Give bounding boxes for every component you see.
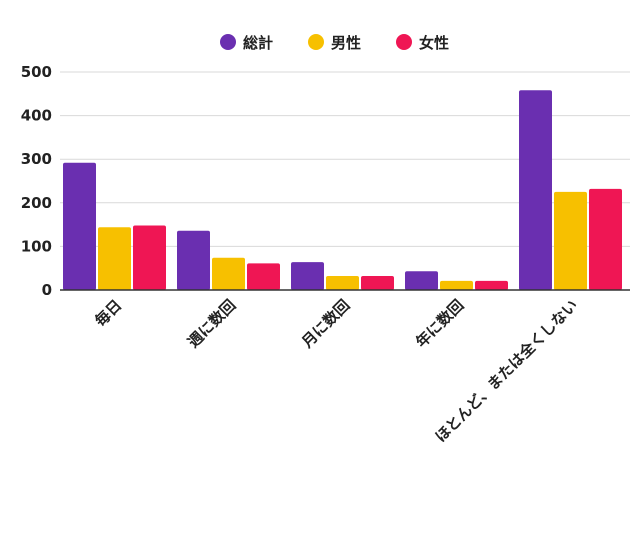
legend-swatch: [396, 34, 412, 50]
y-tick-label: 500: [21, 63, 52, 81]
bar: [361, 276, 394, 290]
chart-bars: [63, 90, 622, 290]
bar: [475, 280, 508, 290]
legend-item: 女性: [396, 34, 449, 52]
bar: [405, 271, 438, 290]
legend-label: 総計: [243, 34, 273, 52]
legend-item: 総計: [220, 34, 273, 52]
bar: [98, 227, 131, 290]
y-axis: 0 100 200 300 400 500: [21, 63, 52, 299]
y-tick-label: 100: [21, 237, 52, 255]
bar: [63, 162, 96, 290]
bar: [212, 257, 245, 290]
bar: [291, 262, 324, 290]
legend-swatch: [308, 34, 324, 50]
chart-legend: 総計 男性 女性: [220, 34, 449, 52]
y-tick-label: 300: [21, 150, 52, 168]
bar: [177, 230, 210, 290]
legend-swatch: [220, 34, 236, 50]
bar: [589, 188, 622, 290]
bar: [554, 191, 587, 290]
bar: [519, 90, 552, 290]
legend-item: 男性: [308, 34, 361, 52]
legend-label: 男性: [331, 34, 361, 52]
y-tick-label: 200: [21, 194, 52, 212]
x-tick-label: 週に数回: [184, 296, 239, 351]
y-tick-label: 400: [21, 107, 52, 125]
bar: [133, 225, 166, 290]
bar: [247, 263, 280, 290]
x-tick-label: 年に数回: [412, 296, 467, 351]
x-tick-label: 毎日: [91, 296, 125, 330]
x-tick-label: 月に数回: [297, 296, 353, 352]
bar: [440, 280, 473, 290]
bar: [326, 276, 359, 290]
y-tick-label: 0: [42, 281, 52, 299]
legend-label: 女性: [419, 34, 449, 52]
